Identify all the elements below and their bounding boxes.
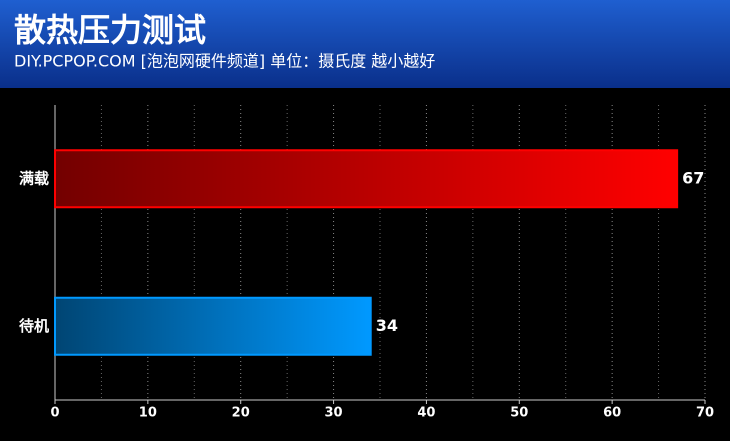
chart-title: 散热压力测试 bbox=[14, 11, 206, 49]
x-tick-label: 70 bbox=[696, 406, 714, 421]
x-tick-label: 30 bbox=[325, 406, 343, 421]
value-label: 34 bbox=[376, 316, 398, 335]
x-tick-label: 10 bbox=[139, 406, 157, 421]
value-label: 67 bbox=[682, 168, 704, 187]
bar bbox=[54, 296, 372, 356]
x-tick-label: 50 bbox=[510, 406, 528, 421]
y-tick-label: 满载 bbox=[19, 169, 49, 187]
x-tick-label: 0 bbox=[50, 406, 59, 421]
x-tick-label: 20 bbox=[232, 406, 250, 421]
bar bbox=[54, 149, 679, 209]
chart-subtitle: DIY.PCPOP.COM [泡泡网硬件频道] 单位：摄氏度 越小越好 bbox=[14, 52, 435, 71]
header bbox=[0, 0, 730, 88]
x-tick-label: 60 bbox=[603, 406, 621, 421]
y-tick-label: 待机 bbox=[19, 317, 49, 335]
x-tick-label: 40 bbox=[417, 406, 435, 421]
